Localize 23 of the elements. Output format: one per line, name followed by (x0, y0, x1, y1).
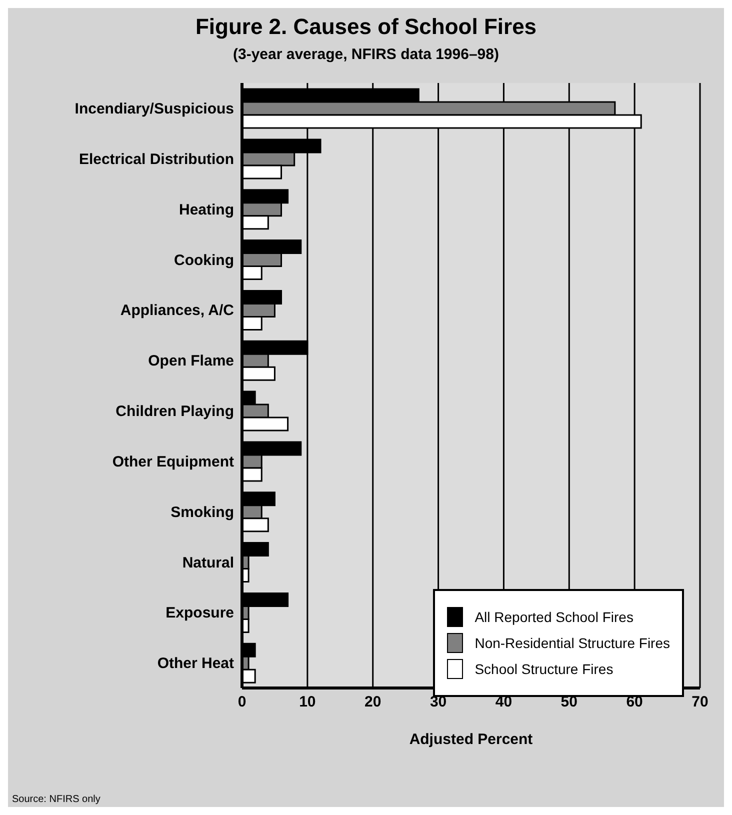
x-tick-label: 20 (364, 694, 382, 711)
y-tick-label: Other Equipment (112, 453, 234, 470)
legend-label: Non-Residential Structure Fires (474, 635, 670, 651)
x-tick-label: 10 (299, 694, 316, 711)
y-tick-label: Exposure (166, 604, 234, 622)
y-tick-label: Heating (178, 201, 234, 218)
y-tick-label: Cooking (174, 252, 234, 269)
y-tick-label: Electrical Distribution (78, 150, 234, 168)
legend-label: School Structure Fires (474, 661, 614, 677)
x-tick-label: 0 (238, 694, 246, 711)
legend-label: All Reported School Fires (474, 609, 634, 625)
chart-subtitle: (3-year average, NFIRS data 1996–98) (232, 46, 500, 63)
y-tick-label: Other Heat (157, 655, 234, 672)
y-tick-label: Smoking (170, 504, 234, 521)
y-tick-label: Natural (182, 554, 234, 572)
chart-title: Figure 2. Causes of School Fires (194, 13, 538, 40)
y-tick-label: Open Flame (148, 352, 234, 370)
source-note: Source: NFIRS only (12, 794, 100, 805)
y-tick-label: Children Playing (116, 403, 234, 420)
x-tick-label: 70 (692, 694, 708, 711)
x-axis-title: Adjusted Percent (409, 731, 533, 748)
y-tick-label: Incendiary/Suspicious (74, 100, 234, 118)
y-tick-label: Appliances, A/C (120, 302, 234, 320)
